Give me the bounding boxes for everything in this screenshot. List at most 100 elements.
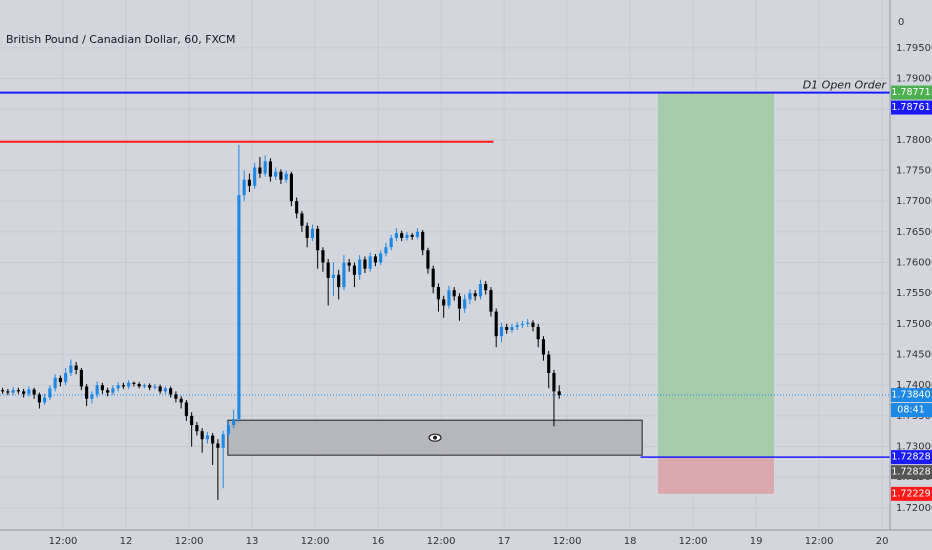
- candle-body: [184, 402, 188, 416]
- candle-body: [106, 390, 110, 393]
- eye-pupil: [433, 435, 438, 440]
- candle-body: [158, 386, 162, 392]
- price-label: 1.78771: [891, 87, 930, 98]
- candle-body: [552, 372, 556, 392]
- price-label: 1.73840: [891, 390, 930, 401]
- candle-body: [326, 262, 330, 278]
- candle-body: [74, 365, 78, 370]
- candle-body: [478, 284, 483, 297]
- candle-body: [27, 389, 31, 394]
- candle-body: [510, 326, 514, 331]
- candle-body: [95, 385, 99, 395]
- x-tick-label: 12:00: [553, 536, 582, 547]
- open-order-label: D1 Open Order: [803, 79, 888, 92]
- candle-body: [169, 388, 173, 395]
- candle-body: [263, 161, 267, 174]
- candle-body: [274, 171, 278, 177]
- candle-body: [163, 388, 167, 392]
- price-label-bg: [891, 465, 932, 480]
- y-tick-label: 1.73000: [896, 442, 932, 453]
- price-label-bg: [891, 403, 932, 418]
- candle-body: [352, 265, 356, 275]
- x-tick-label: 12: [120, 536, 133, 547]
- x-tick-label: 17: [498, 536, 511, 547]
- price-label-bg: [891, 450, 932, 465]
- candle-body: [379, 253, 383, 263]
- price-label-bg: [891, 486, 932, 501]
- candle-body: [468, 293, 472, 300]
- price-label-bg: [891, 388, 932, 403]
- price-label: 1.78761: [891, 102, 930, 113]
- y-tick-label: 1.79500: [896, 43, 932, 54]
- loss-area: [657, 457, 774, 494]
- candle-body: [410, 234, 414, 237]
- candle-body: [421, 231, 425, 251]
- candle-body: [541, 339, 546, 355]
- x-tick-label: 19: [750, 536, 763, 547]
- x-tick-label: 18: [624, 536, 637, 547]
- candle-body: [284, 173, 288, 180]
- x-tick-label: 13: [246, 536, 259, 547]
- candle-body: [232, 418, 236, 426]
- candle-body: [127, 382, 131, 387]
- candle-body: [557, 391, 561, 396]
- candle-body: [289, 173, 293, 202]
- x-tick-label: 12:00: [301, 536, 330, 547]
- candle-body: [394, 233, 399, 239]
- candle-body: [85, 386, 89, 399]
- candle-body: [531, 322, 535, 327]
- y-tick-label: 1.76000: [896, 258, 932, 269]
- candle-body: [37, 394, 41, 403]
- candle-body: [536, 326, 540, 340]
- y-tick-label: 1.75000: [896, 319, 932, 330]
- profit-area: [657, 92, 774, 458]
- x-tick-label: 12:00: [427, 536, 456, 547]
- x-tick-label: 12:00: [805, 536, 834, 547]
- candle-body: [111, 388, 115, 393]
- candle-body: [363, 259, 367, 269]
- candle-body: [48, 388, 52, 398]
- candle-body: [90, 394, 94, 399]
- candle-body: [373, 256, 378, 263]
- candle-body: [43, 397, 47, 403]
- candle-body: [442, 299, 446, 306]
- candle-body: [415, 231, 420, 237]
- candle-body: [22, 391, 26, 394]
- candle-body: [405, 234, 409, 239]
- candle-body: [258, 167, 262, 174]
- candle-body: [310, 228, 314, 239]
- candles: [1, 144, 561, 500]
- candle-body: [205, 435, 209, 440]
- candle-body: [368, 256, 372, 269]
- candle-body: [515, 325, 519, 327]
- candle-body: [142, 385, 146, 387]
- candle-body: [436, 287, 441, 300]
- candle-body: [153, 386, 157, 388]
- candle-body: [226, 425, 230, 435]
- candle-body: [253, 167, 257, 186]
- y-tick-label: 1.77500: [896, 166, 932, 177]
- candle-body: [247, 179, 251, 186]
- candle-body: [463, 299, 467, 309]
- candle-body: [268, 161, 272, 177]
- candle-body: [447, 290, 451, 306]
- candle-body: [237, 195, 241, 419]
- candle-body: [547, 354, 551, 373]
- candle-body: [32, 389, 36, 395]
- price-label: 1.72828: [891, 452, 930, 463]
- candle-body: [200, 431, 204, 440]
- candle-body: [211, 435, 215, 444]
- candle-body: [358, 259, 362, 275]
- candle-body: [457, 296, 462, 309]
- x-tick-label: 12:00: [679, 536, 708, 547]
- candle-body: [494, 311, 498, 337]
- candle-body: [179, 398, 183, 403]
- candle-body: [489, 290, 493, 312]
- candle-body: [58, 377, 62, 383]
- candle-body: [347, 262, 351, 266]
- candle-body: [389, 238, 393, 248]
- candle-body: [305, 225, 309, 239]
- candle-body: [452, 290, 456, 297]
